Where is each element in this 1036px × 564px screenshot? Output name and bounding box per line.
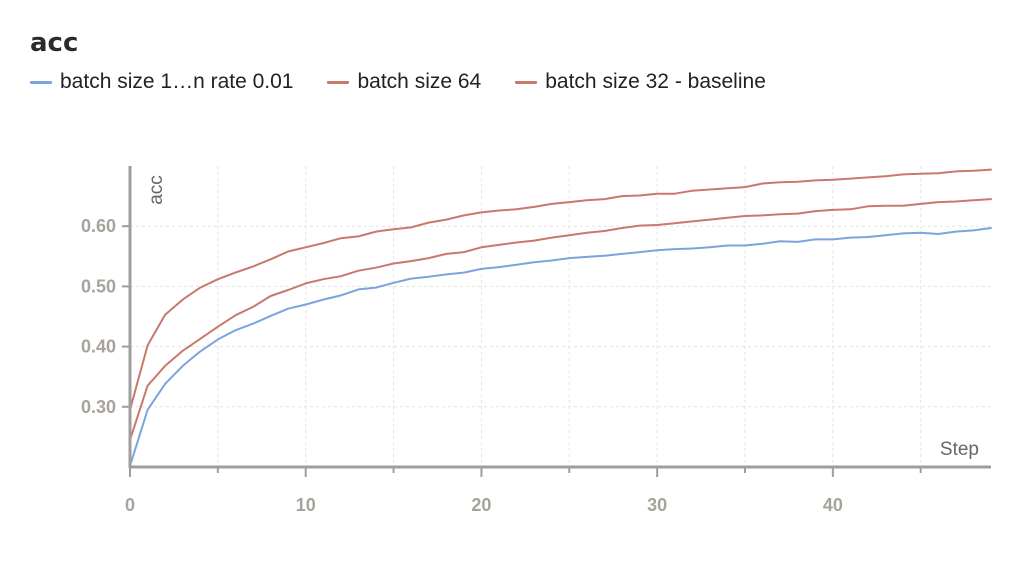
y-axis-title: acc xyxy=(146,175,167,205)
chart-title: acc xyxy=(30,28,79,58)
x-tick-label-3: 30 xyxy=(647,495,667,515)
legend-swatch-batch-size-1-lr xyxy=(30,80,52,84)
y-tick-label-1: 0.40 xyxy=(81,337,116,357)
legend-item-batch-size-32-baseline[interactable]: batch size 32 - baseline xyxy=(515,70,766,94)
tick-labels: 0.30 0.40 0.50 0.60 0 10 20 30 40 xyxy=(81,216,843,515)
x-tick-label-2: 20 xyxy=(471,495,491,515)
series-line-2[interactable] xyxy=(129,168,992,411)
legend: batch size 1…n rate 0.01 batch size 64 b… xyxy=(30,70,800,94)
x-tick-label-4: 40 xyxy=(823,495,843,515)
axes xyxy=(128,166,991,469)
legend-item-batch-size-64[interactable]: batch size 64 xyxy=(327,70,481,94)
legend-swatch-batch-size-32-baseline xyxy=(515,80,538,84)
legend-item-batch-size-1-lr[interactable]: batch size 1…n rate 0.01 xyxy=(30,70,293,94)
tick-marks xyxy=(122,225,922,477)
y-tick-label-2: 0.50 xyxy=(81,276,116,296)
y-tick-label-3: 0.60 xyxy=(81,216,116,236)
grid-lines xyxy=(130,166,991,467)
legend-label-batch-size-32-baseline: batch size 32 - baseline xyxy=(545,70,766,93)
x-axis-title: Step xyxy=(940,439,979,460)
series-line-1[interactable] xyxy=(129,198,992,441)
x-tick-label-1: 10 xyxy=(296,495,316,515)
y-tick-label-0: 0.30 xyxy=(81,397,116,417)
x-tick-label-0: 0 xyxy=(125,495,135,515)
legend-swatch-batch-size-64 xyxy=(327,80,350,84)
legend-label-batch-size-64: batch size 64 xyxy=(357,70,482,93)
legend-label-batch-size-1-lr: batch size 1…n rate 0.01 xyxy=(60,70,294,93)
series-lines xyxy=(129,168,992,467)
series-line-0[interactable] xyxy=(129,227,992,467)
